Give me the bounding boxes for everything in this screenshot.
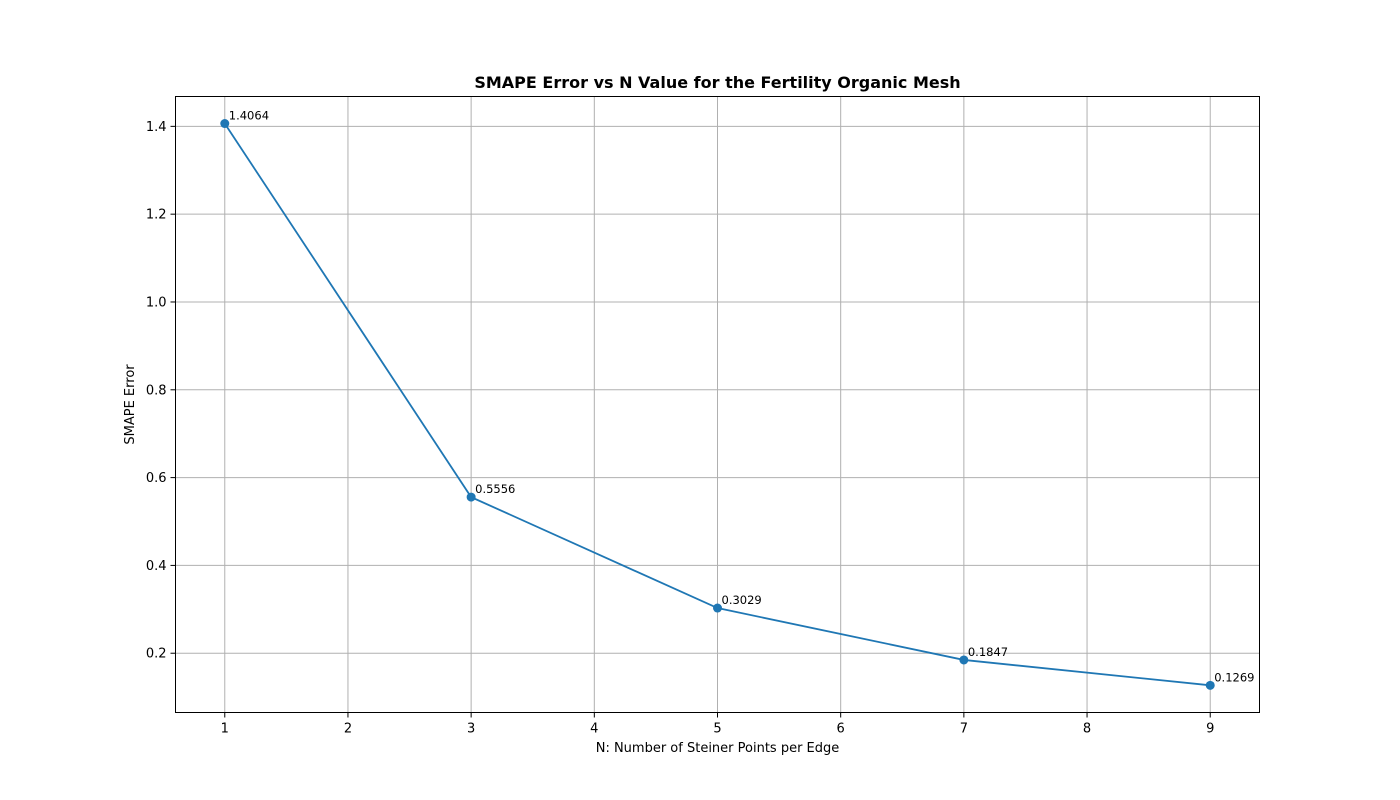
data-label: 0.5556: [475, 482, 515, 496]
x-tick-label: 1: [221, 722, 229, 737]
x-tick-label: 6: [837, 722, 845, 737]
data-point: [959, 655, 969, 665]
series-layer: 1.4064 0.5556 0.3029 0.1847 0.1269: [220, 109, 1254, 690]
x-tick-label: 9: [1206, 722, 1214, 737]
y-tick-label: 1.4: [146, 120, 167, 135]
y-tick-label: 1.2: [146, 208, 167, 223]
x-tick-label: 3: [467, 722, 475, 737]
data-point: [220, 119, 230, 129]
tick-layer: 1 2 3 4 5 6 7 8 9 0.2 0.4 0.6 0.8 1.0 1.2 1.4: [146, 120, 1215, 737]
y-tick-label: 0.6: [146, 471, 167, 486]
y-axis-label: SMAPE Error: [123, 364, 138, 445]
x-tick-label: 2: [344, 722, 352, 737]
data-label: 0.3029: [722, 593, 762, 607]
x-axis-label: N: Number of Steiner Points per Edge: [596, 741, 840, 756]
data-label: 0.1269: [1214, 670, 1254, 684]
x-tick-label: 5: [713, 722, 721, 737]
data-point: [466, 492, 476, 502]
x-tick-label: 4: [590, 722, 598, 737]
x-tick-label: 8: [1083, 722, 1091, 737]
data-label: 1.4064: [229, 109, 269, 123]
chart-title: SMAPE Error vs N Value for the Fertility…: [474, 73, 960, 92]
x-tick-label: 7: [960, 722, 968, 737]
data-point: [1205, 680, 1215, 690]
data-point: [713, 603, 722, 613]
data-label: 0.1847: [968, 645, 1008, 659]
grid-layer: [175, 96, 1260, 713]
y-tick-label: 1.0: [146, 295, 167, 310]
y-tick-label: 0.2: [146, 647, 167, 662]
y-tick-label: 0.8: [146, 383, 167, 398]
y-tick-label: 0.4: [146, 559, 167, 574]
